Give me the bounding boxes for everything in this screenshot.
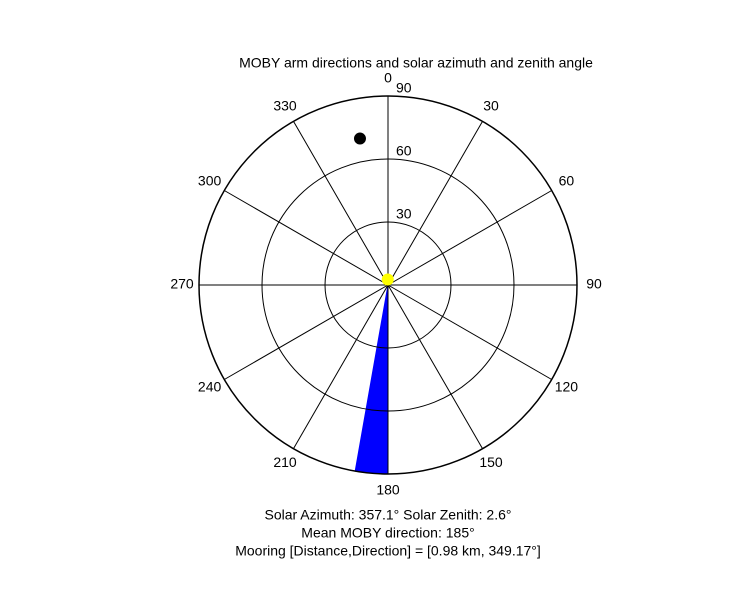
ring-line <box>198 95 578 475</box>
angle-label: 90 <box>586 276 602 292</box>
angle-label: 0 <box>384 70 392 86</box>
spoke-line <box>387 190 552 286</box>
spoke-line <box>387 284 483 449</box>
angle-label: 30 <box>483 97 499 113</box>
ring-label: 90 <box>396 80 412 96</box>
spoke-line <box>293 284 389 449</box>
angle-label: 180 <box>376 482 400 498</box>
ring-line <box>324 221 452 349</box>
angle-label: 60 <box>559 173 575 189</box>
angle-label: 150 <box>479 454 503 470</box>
annotation: Mean MOBY direction: 185° <box>301 525 474 541</box>
angle-label: 300 <box>198 173 222 189</box>
spoke-line <box>387 284 552 380</box>
angle-label: 330 <box>273 97 297 113</box>
angle-label: 240 <box>198 379 222 395</box>
annotation: Solar Azimuth: 357.1° Solar Zenith: 2.6° <box>265 507 512 523</box>
angle-label: 210 <box>273 454 297 470</box>
spoke-line <box>224 190 389 286</box>
angle-label: 120 <box>555 379 579 395</box>
spoke-line <box>293 121 389 286</box>
spoke-line <box>224 284 389 380</box>
chart-title: MOBY arm directions and solar azimuth an… <box>239 55 593 71</box>
ring-label: 60 <box>396 143 412 159</box>
angle-label: 270 <box>170 276 194 292</box>
ring-line <box>261 158 515 412</box>
annotation: Mooring [Distance,Direction] = [0.98 km,… <box>235 543 541 559</box>
ring-label: 30 <box>396 206 412 222</box>
point <box>381 273 394 286</box>
spoke-line <box>387 121 483 286</box>
point <box>353 132 366 145</box>
